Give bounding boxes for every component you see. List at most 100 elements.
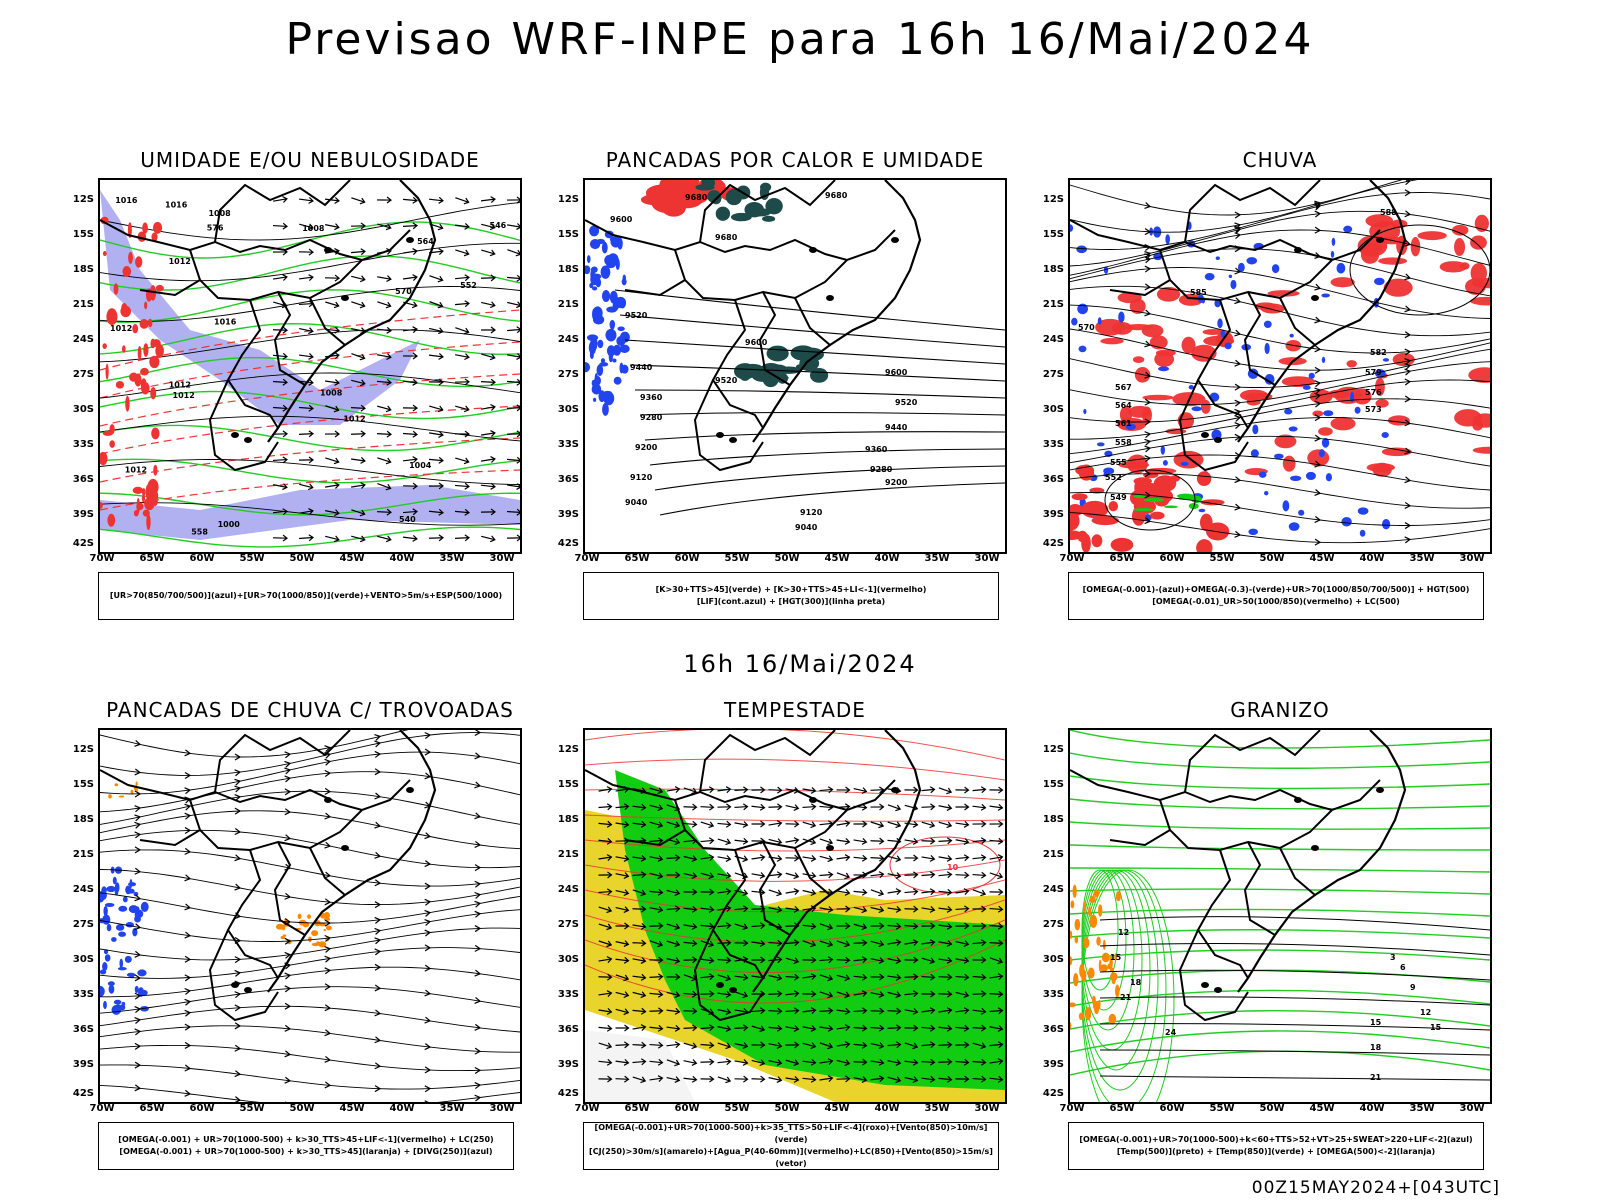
panel-title: PANCADAS POR CALOR E UMIDADE: [605, 148, 985, 172]
legend-line: [LIF](cont.azul) + [HGT(300)](linha pret…: [696, 597, 886, 606]
contour-label: 555: [1110, 458, 1127, 467]
longitude-tick-label: 70W: [574, 553, 600, 564]
contour-label: 12: [1118, 928, 1129, 937]
contour-label: 9520: [715, 376, 738, 385]
longitude-tick-label: 70W: [89, 553, 115, 564]
map-graphic: 588 585 582 579 576 573 570 567 564 561 558 555 552 5…: [1070, 180, 1490, 552]
contour-label: 9520: [625, 311, 648, 320]
latitude-tick-label: 27S: [557, 369, 579, 380]
contour-label: 21: [1120, 993, 1132, 1002]
contour-label: 567: [1115, 383, 1132, 392]
contour-label: 15: [1110, 953, 1122, 962]
map-graphic: 12 15 18 21 24 15 18 21 36 9 12 15: [1070, 730, 1490, 1102]
contour-label: 549: [1110, 493, 1127, 502]
longitude-tick-label: 35W: [439, 553, 465, 564]
panel-title: UMIDADE E/OU NEBULOSIDADE: [140, 148, 480, 172]
contour-label: 1012: [169, 257, 191, 266]
longitude-tick-label: 35W: [924, 1103, 950, 1114]
latitude-tick-label: 33S: [72, 989, 94, 1000]
latitude-tick-label: 42S: [72, 1088, 94, 1099]
legend-line: [K>30+TTS>45](verde) + [K>30+TTS>45+LI<-…: [655, 585, 927, 594]
contour-label: 9600: [610, 215, 633, 224]
longitude-tick-label: 50W: [289, 1103, 315, 1114]
contour-label: 12: [1420, 1008, 1431, 1017]
contour-label: 9680: [825, 191, 848, 200]
latitude-tick-label: 33S: [557, 989, 579, 1000]
longitude-tick-label: 50W: [289, 553, 315, 564]
longitude-tick-label: 40W: [389, 1103, 415, 1114]
longitude-tick-label: 30W: [1459, 553, 1485, 564]
panel-legend: [OMEGA(-0.001)-(azul)+OMEGA(-0.3)-(verde…: [1068, 572, 1484, 620]
contour-label: 3: [1390, 953, 1396, 962]
run-code-label: 00Z15MAY2024+[043UTC]: [1251, 1178, 1500, 1198]
latitude-tick-label: 21S: [1042, 299, 1064, 310]
map-graphic: 9680 9680 9600 9520 9440 9360 9280 9200 9120 9040…: [585, 180, 1005, 532]
contour-label: 9040: [795, 523, 818, 532]
legend-line: [CJ(250)>30m/s](amarelo)+[Agua_P(40-60mm…: [589, 1147, 993, 1168]
contour-label: 1012: [169, 381, 191, 390]
map-graphic: 1012101610121016101210121008101210161012…: [100, 180, 520, 548]
longitude-tick-label: 65W: [139, 553, 165, 564]
latitude-tick-label: 33S: [1042, 989, 1064, 1000]
latitude-tick-label: 42S: [557, 1088, 579, 1099]
latitude-tick-label: 18S: [72, 264, 94, 275]
contour-label: 1012: [343, 415, 365, 424]
longitude-tick-label: 40W: [1359, 553, 1385, 564]
latitude-tick-label: 33S: [1042, 439, 1064, 450]
latitude-tick-label: 21S: [72, 849, 94, 860]
forecast-time-label: 16h 16/Mai/2024: [683, 650, 917, 678]
contour-label: 15: [1370, 1018, 1382, 1027]
contour-label: 564: [1115, 401, 1132, 410]
contour-label: 9680: [685, 193, 708, 202]
longitude-axis: 70W 65W 60W 55W 50W 45W 40W 35W 30W: [1060, 553, 1488, 567]
contour-label: 9200: [635, 443, 658, 452]
longitude-tick-label: 70W: [1059, 1103, 1085, 1114]
contour-label: 582: [1370, 348, 1387, 357]
contour-label: 588: [1380, 208, 1397, 217]
panel-legend: [OMEGA(-0.001) + UR>70(1000-500) + k>30_…: [98, 1122, 514, 1170]
forecast-map: 9680 9680 9600 9520 9440 9360 9280 9200 9120 9040…: [583, 178, 1007, 554]
contour-label: 18: [1370, 1043, 1382, 1052]
longitude-tick-label: 60W: [674, 553, 700, 564]
longitude-tick-label: 45W: [1309, 553, 1335, 564]
longitude-tick-label: 70W: [89, 1103, 115, 1114]
latitude-axis: 12S 15S 18S 21S 24S 27S 30S 33S 36S 39S 42S: [60, 178, 94, 550]
contour-label: 1012: [125, 465, 147, 474]
longitude-tick-label: 60W: [674, 1103, 700, 1114]
latitude-tick-label: 27S: [1042, 919, 1064, 930]
contour-label: 9440: [630, 363, 653, 372]
latitude-tick-label: 39S: [557, 509, 579, 520]
longitude-axis: 70W 65W 60W 55W 50W 45W 40W 35W 30W: [90, 1103, 518, 1117]
contour-label: 9520: [895, 398, 918, 407]
latitude-tick-label: 18S: [1042, 264, 1064, 275]
contour-label: 558: [1115, 438, 1132, 447]
longitude-tick-label: 45W: [1309, 1103, 1335, 1114]
legend-line: [OMEGA(-0.01)_UR>50(1000/850)(vermelho) …: [1152, 597, 1400, 606]
panel-pancadas-calor: PANCADAS POR CALOR E UMIDADE 9680 9680 9600…: [545, 148, 1045, 648]
longitude-tick-label: 30W: [974, 1103, 1000, 1114]
contour-label: 9360: [865, 445, 888, 454]
contour-label: 1016: [214, 318, 237, 327]
latitude-tick-label: 21S: [557, 849, 579, 860]
latitude-tick-label: 36S: [72, 474, 94, 485]
latitude-tick-label: 30S: [1042, 954, 1064, 965]
longitude-tick-label: 45W: [339, 553, 365, 564]
latitude-tick-label: 12S: [557, 194, 579, 205]
main-title: Previsao WRF-INPE para 16h 16/Mai/2024: [285, 14, 1315, 65]
contour-label: 585: [1190, 288, 1207, 297]
latitude-tick-label: 39S: [1042, 1059, 1064, 1070]
panel-pancadas-trovoadas: PANCADAS DE CHUVA C/ TROVOADAS 12S 15S 18S 2…: [60, 698, 560, 1198]
contour-label: 9600: [745, 338, 768, 347]
contour-label: 6: [1400, 963, 1406, 972]
latitude-tick-label: 24S: [557, 884, 579, 895]
longitude-tick-label: 65W: [624, 553, 650, 564]
latitude-tick-label: 30S: [557, 954, 579, 965]
map-graphic: 10: [585, 730, 1005, 1102]
contour-label: 1016: [165, 201, 188, 210]
longitude-tick-label: 60W: [1159, 1103, 1185, 1114]
contour-label: 1012: [173, 391, 195, 400]
contour-label: 9680: [715, 233, 738, 242]
contour-label: 15: [1430, 1023, 1442, 1032]
latitude-tick-label: 36S: [72, 1024, 94, 1035]
contour-label: 9280: [870, 465, 893, 474]
